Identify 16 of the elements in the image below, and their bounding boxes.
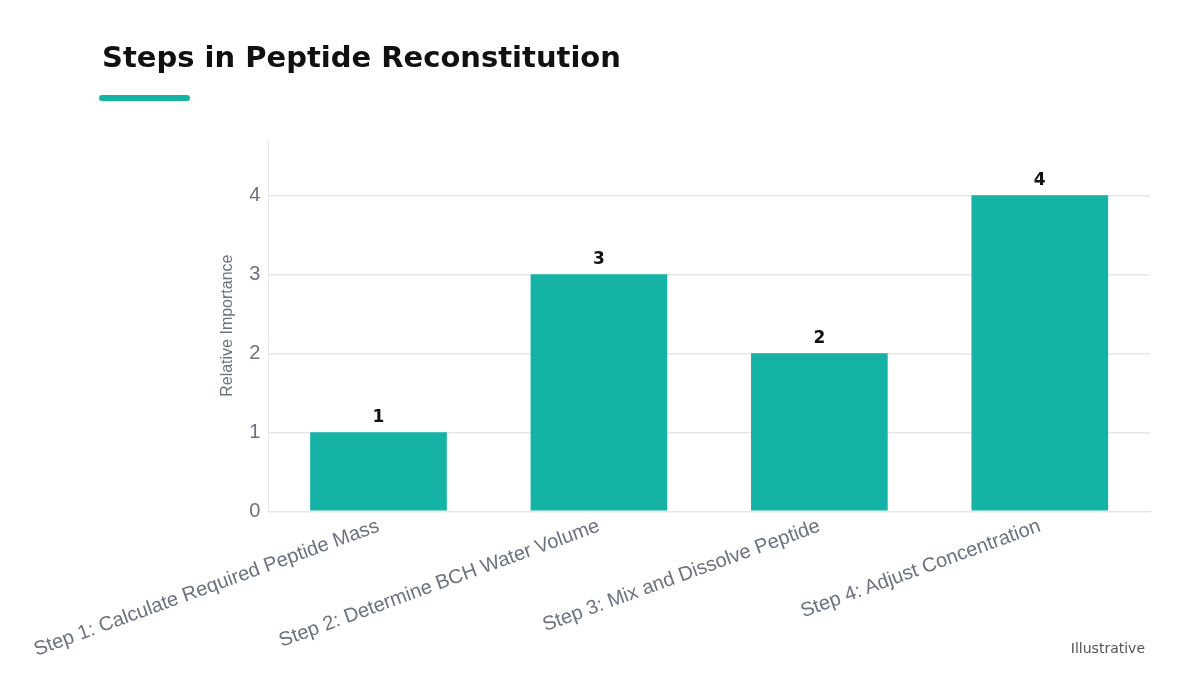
y-tick-label: 4 [249,182,261,205]
y-axis-title: Relative Importance [217,254,235,397]
y-tick-label: 1 [249,419,261,442]
data-label: 2 [813,327,826,348]
bar [530,274,668,511]
data-label: 3 [593,248,605,269]
text: Illustrative [1070,640,1145,656]
bar [310,432,447,511]
data-label: 4 [1033,169,1046,190]
data-label: 1 [372,406,385,427]
y-tick-label: 2 [249,340,261,363]
chart-title: Steps in Peptide Reconstitution [102,40,621,74]
bar [971,195,1109,511]
bar [751,353,888,511]
y-tick-label: 0 [249,498,261,521]
y-tick-label: 3 [249,261,261,284]
